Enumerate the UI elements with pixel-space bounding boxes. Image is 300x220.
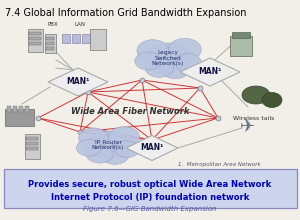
Ellipse shape — [242, 86, 270, 104]
FancyBboxPatch shape — [26, 147, 38, 150]
Text: Legacy
Switched
Network(s): Legacy Switched Network(s) — [152, 50, 184, 66]
FancyBboxPatch shape — [72, 34, 80, 43]
Ellipse shape — [115, 141, 140, 158]
FancyBboxPatch shape — [46, 42, 54, 45]
FancyBboxPatch shape — [29, 32, 41, 35]
Ellipse shape — [160, 58, 190, 79]
Ellipse shape — [76, 139, 101, 156]
Text: Internet Protocol (IP) foundation network: Internet Protocol (IP) foundation networ… — [51, 193, 249, 202]
Ellipse shape — [108, 127, 140, 148]
FancyBboxPatch shape — [46, 47, 54, 50]
Text: MAN¹: MAN¹ — [198, 68, 222, 77]
Ellipse shape — [168, 38, 201, 61]
Ellipse shape — [100, 145, 129, 164]
FancyBboxPatch shape — [4, 110, 34, 126]
Text: Figure 7.6—GIG Bandwidth Expansion: Figure 7.6—GIG Bandwidth Expansion — [83, 206, 217, 212]
FancyBboxPatch shape — [25, 134, 40, 160]
FancyBboxPatch shape — [82, 34, 90, 43]
Text: 1.  Metropolitan Area Network: 1. Metropolitan Area Network — [178, 162, 261, 167]
Ellipse shape — [146, 43, 190, 73]
Ellipse shape — [137, 40, 169, 61]
FancyBboxPatch shape — [44, 35, 56, 53]
Ellipse shape — [145, 58, 173, 77]
Text: ✈: ✈ — [240, 119, 256, 137]
FancyBboxPatch shape — [19, 106, 23, 112]
FancyBboxPatch shape — [46, 37, 54, 40]
FancyBboxPatch shape — [232, 32, 250, 38]
FancyBboxPatch shape — [7, 106, 11, 112]
Text: 7.4 Global Information Grid Bandwidth Expansion: 7.4 Global Information Grid Bandwidth Ex… — [5, 8, 247, 18]
Text: MAN¹: MAN¹ — [66, 77, 90, 86]
Ellipse shape — [79, 128, 109, 148]
FancyBboxPatch shape — [29, 42, 41, 45]
FancyBboxPatch shape — [28, 29, 43, 53]
FancyBboxPatch shape — [89, 29, 106, 51]
FancyBboxPatch shape — [26, 142, 38, 145]
Polygon shape — [180, 58, 240, 86]
Polygon shape — [48, 68, 108, 96]
Ellipse shape — [175, 53, 201, 72]
Text: MAN¹: MAN¹ — [140, 143, 164, 152]
FancyBboxPatch shape — [230, 36, 252, 56]
FancyBboxPatch shape — [62, 34, 70, 43]
FancyBboxPatch shape — [29, 37, 41, 40]
FancyBboxPatch shape — [4, 169, 296, 209]
Ellipse shape — [87, 131, 129, 159]
Polygon shape — [126, 136, 178, 161]
Text: Provides secure, robust optical Wide Area Network: Provides secure, robust optical Wide Are… — [28, 180, 272, 189]
Text: Wireless tails: Wireless tails — [233, 116, 274, 121]
Ellipse shape — [135, 52, 161, 70]
FancyBboxPatch shape — [26, 137, 38, 140]
Text: IP Router
Network(s): IP Router Network(s) — [92, 140, 124, 150]
Text: Wide Area Fiber Network: Wide Area Fiber Network — [71, 108, 189, 117]
Ellipse shape — [262, 92, 282, 108]
FancyBboxPatch shape — [25, 106, 29, 112]
Text: LAN: LAN — [74, 22, 86, 27]
FancyBboxPatch shape — [13, 106, 17, 112]
Text: PBX: PBX — [48, 22, 58, 27]
Ellipse shape — [86, 145, 113, 163]
